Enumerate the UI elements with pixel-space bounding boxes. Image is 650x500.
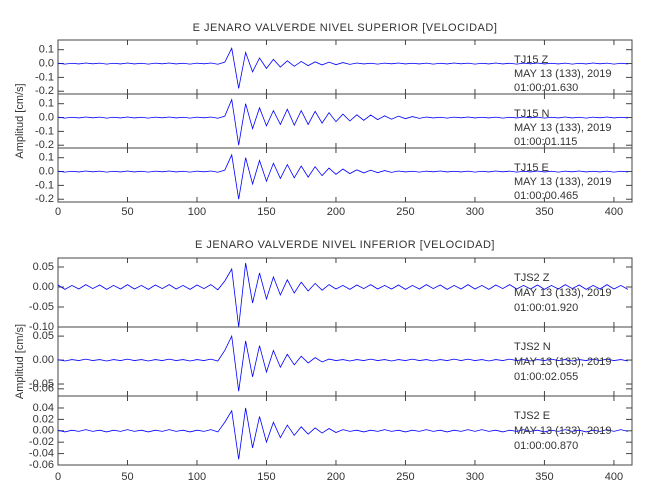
x-tick-label: 400 xyxy=(605,206,623,218)
trace-time: 01:00:01.630 xyxy=(514,82,578,94)
panel-frame xyxy=(57,147,633,203)
y-tick-label: 0.00 xyxy=(33,425,54,437)
waveform xyxy=(57,47,628,89)
y-tick-label: -0.2 xyxy=(35,139,54,151)
x-tick-label: 100 xyxy=(188,206,206,218)
y-tick-label: -0.1 xyxy=(35,71,54,83)
trace-time: 01:00:01.920 xyxy=(514,302,578,314)
trace-date: MAY 13 (133), 2019 xyxy=(514,287,611,299)
y-tick-label: 0.0 xyxy=(39,111,54,123)
y-tick-label: 0.02 xyxy=(33,413,54,425)
y-tick-label: 0.00 xyxy=(33,354,54,366)
y-tick-label: 0.05 xyxy=(33,261,54,273)
y-tick-label: 0.05 xyxy=(33,330,54,342)
y-tick-label: 0.0 xyxy=(39,57,54,69)
x-tick-label: 400 xyxy=(605,471,623,483)
y-tick-label: 0.1 xyxy=(39,98,54,110)
x-tick-label: 300 xyxy=(466,206,484,218)
y-tick-label: 0.04 xyxy=(33,402,54,414)
y-tick-label: 0.00 xyxy=(33,281,54,293)
trace-station: TJS2 Z xyxy=(514,272,550,284)
waveform xyxy=(57,153,628,200)
trace-time: 01:00:01.115 xyxy=(514,136,577,148)
trace-station: TJ15 N xyxy=(514,108,550,120)
y-tick-label: -0.06 xyxy=(29,459,54,471)
y-tick-label: -0.1 xyxy=(35,179,54,191)
trace-station: TJ15 E xyxy=(514,162,549,174)
waveform xyxy=(57,98,628,146)
trace-date: MAY 13 (133), 2019 xyxy=(514,425,611,437)
y-tick-label: -0.2 xyxy=(35,193,54,205)
y-axis-label: Amplitud [cm/s] xyxy=(14,83,26,158)
y-tick-label: -0.06 xyxy=(29,383,54,395)
trace-station: TJ15 Z xyxy=(514,54,549,66)
y-tick-label: -0.04 xyxy=(29,448,54,460)
y-tick-label: -0.1 xyxy=(35,125,54,137)
x-tick-label: 350 xyxy=(535,206,553,218)
trace-date: MAY 13 (133), 2019 xyxy=(514,356,611,368)
trace-time: 01:00:00.465 xyxy=(514,190,578,202)
x-tick-label: 250 xyxy=(396,471,414,483)
x-tick-label: 100 xyxy=(188,471,206,483)
trace-station: TJS2 N xyxy=(514,341,551,353)
y-tick-label: -0.10 xyxy=(29,321,54,333)
x-tick-label: 350 xyxy=(535,471,553,483)
x-tick-label: 200 xyxy=(327,471,345,483)
waveform xyxy=(57,407,628,460)
chart-title: E JENARO VALVERDE NIVEL INFERIOR [VELOCI… xyxy=(195,239,495,251)
y-axis-label: Amplitud [cm/s] xyxy=(14,324,26,399)
x-tick-label: 150 xyxy=(257,471,275,483)
x-tick-label: 200 xyxy=(327,206,345,218)
x-tick-label: 50 xyxy=(121,471,133,483)
x-tick-label: 300 xyxy=(466,471,484,483)
x-tick-label: 0 xyxy=(55,206,61,218)
trace-time: 01:00:02.055 xyxy=(514,371,578,383)
y-tick-label: -0.2 xyxy=(35,85,54,97)
trace-date: MAY 13 (133), 2019 xyxy=(514,68,611,80)
chart-title: E JENARO VALVERDE NIVEL SUPERIOR [VELOCI… xyxy=(193,22,498,34)
x-tick-label: 50 xyxy=(121,206,133,218)
y-tick-label: 0.1 xyxy=(39,152,54,164)
x-tick-label: 0 xyxy=(55,471,61,483)
trace-station: TJS2 E xyxy=(514,410,550,422)
x-tick-label: 150 xyxy=(257,206,275,218)
y-tick-label: -0.05 xyxy=(29,378,54,390)
y-tick-label: -0.05 xyxy=(29,301,54,313)
trace-date: MAY 13 (133), 2019 xyxy=(514,122,611,134)
trace-time: 01:00:00.870 xyxy=(514,440,578,452)
waveform xyxy=(57,262,629,328)
y-tick-label: 0.1 xyxy=(39,44,54,56)
y-tick-label: 0.0 xyxy=(39,165,54,177)
y-tick-label: -0.02 xyxy=(29,436,54,448)
x-tick-label: 250 xyxy=(396,206,414,218)
trace-date: MAY 13 (133), 2019 xyxy=(514,176,611,188)
waveform xyxy=(57,334,628,392)
